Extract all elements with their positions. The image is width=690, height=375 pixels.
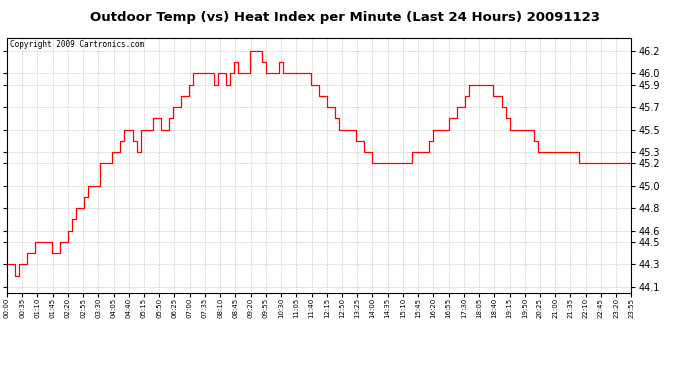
Text: Copyright 2009 Cartronics.com: Copyright 2009 Cartronics.com <box>10 40 144 49</box>
Text: Outdoor Temp (vs) Heat Index per Minute (Last 24 Hours) 20091123: Outdoor Temp (vs) Heat Index per Minute … <box>90 11 600 24</box>
